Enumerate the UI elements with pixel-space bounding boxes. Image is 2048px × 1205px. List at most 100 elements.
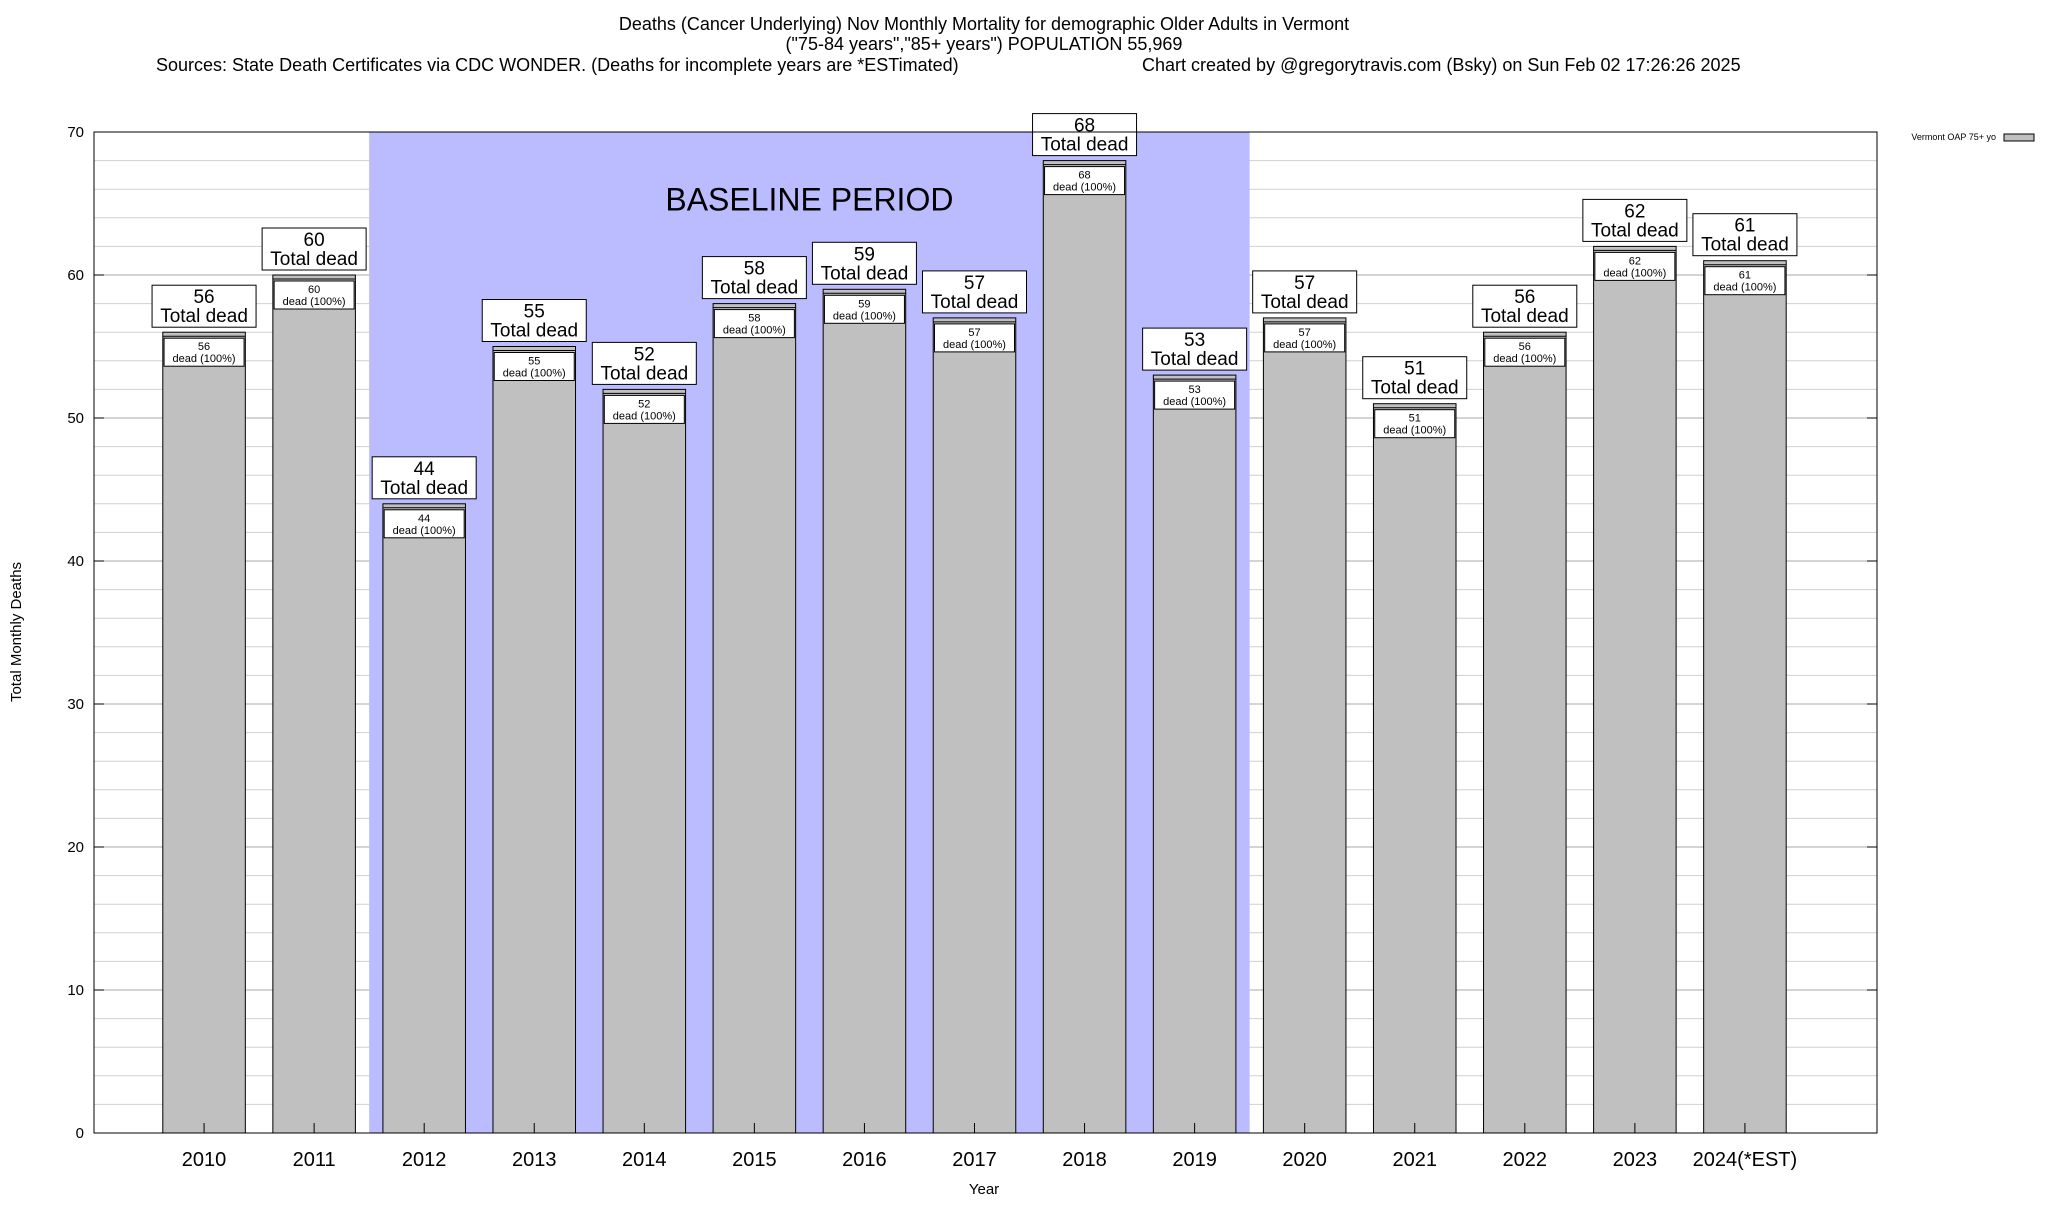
bar-inner-value: 58 (748, 313, 760, 325)
y-axis-ticks: 0 10 20 30 40 50 60 70 (67, 124, 1877, 1142)
x-tick-label: 2011 (293, 1149, 336, 1171)
y-tick-label: 10 (67, 982, 84, 999)
bar-total-value: 62 (1624, 201, 1645, 222)
bar (1152, 374, 1237, 1134)
x-tick-label: 2024(*EST) (1693, 1149, 1798, 1171)
bar-total-text: Total dead (1151, 349, 1239, 370)
bar-total-text: Total dead (1591, 220, 1679, 241)
bar-total-value: 55 (524, 302, 545, 323)
bar-inner-percent: dead (100%) (1493, 353, 1556, 365)
bar-inner-label-box (163, 337, 245, 367)
bar-total-label-box (811, 241, 917, 285)
bar-inner-percent: dead (100%) (1053, 182, 1116, 194)
bar-inner-label-box (1044, 166, 1126, 196)
bar (712, 303, 797, 1134)
bar-inner-percent: dead (100%) (283, 296, 346, 308)
bar-total-value: 58 (744, 259, 765, 280)
bar-total-label-box (261, 227, 367, 271)
bar-inner-label-box (493, 352, 575, 381)
baseline-period-label: BASELINE PERIOD (665, 182, 953, 218)
x-tick-label: 2020 (1282, 1149, 1327, 1171)
bar-total-text: Total dead (1701, 235, 1789, 256)
bar-inner-percent: dead (100%) (613, 410, 676, 422)
legend: Vermont OAP 75+ yo (1911, 132, 2035, 142)
bar (382, 503, 466, 1134)
y-tick-label: 70 (67, 124, 84, 141)
bar-inner-value: 68 (1078, 170, 1090, 182)
bar-inner-label-box (273, 280, 355, 310)
bar-total-value: 44 (414, 459, 436, 480)
y-tick-label: 20 (67, 839, 84, 856)
bar-inner-value: 57 (1299, 327, 1311, 339)
bar-total-text: Total dead (270, 249, 358, 270)
bar-inner-label-box (1704, 266, 1786, 296)
bar-total-value: 57 (1294, 273, 1315, 294)
bar-inner-percent: dead (100%) (503, 368, 566, 380)
bar-total-text: Total dead (711, 278, 799, 299)
bar-total-label-box (1142, 327, 1248, 371)
chart-title-line-2: ("75-84 years","85+ years") POPULATION 5… (786, 34, 1183, 54)
bar-total-text: Total dead (1481, 306, 1569, 327)
y-axis-label: Total Monthly Deaths (8, 562, 25, 702)
bar-inner-label-box (713, 309, 795, 339)
x-tick-label: 2022 (1503, 1149, 1548, 1171)
x-tick-label: 2014 (622, 1149, 667, 1171)
bar (1042, 160, 1127, 1134)
x-tick-label: 2012 (402, 1149, 447, 1171)
bar-total-label-box (1252, 270, 1358, 314)
bar-total-label-box (701, 256, 807, 300)
bar-inner-percent: dead (100%) (173, 353, 236, 365)
bar-total-label-box (591, 341, 697, 385)
bar-total-value: 53 (1184, 330, 1205, 351)
x-tick-label: 2019 (1172, 1149, 1217, 1171)
bar-total-label-box (1472, 284, 1578, 328)
bar-inner-percent: dead (100%) (1603, 267, 1666, 279)
bar-inner-percent: dead (100%) (1273, 339, 1336, 351)
bar-total-value: 68 (1074, 116, 1095, 137)
x-axis-label: Year (969, 1181, 999, 1198)
bar (1372, 403, 1457, 1134)
bar-inner-value: 52 (638, 398, 650, 410)
x-tick-label: 2023 (1613, 1149, 1658, 1171)
y-tick-label: 40 (67, 553, 84, 570)
bar-total-label-box (921, 270, 1027, 314)
y-tick-label: 30 (67, 696, 84, 713)
bar (1703, 260, 1787, 1134)
bar-total-label-box (371, 456, 477, 500)
x-axis-ticks: 2010 2011 2012 2013 2014 2015 2016 2017 2018 2019… (182, 1123, 1797, 1171)
legend-swatch (2003, 133, 2035, 142)
bar-inner-label-box (603, 394, 685, 424)
bar-total-label-box (481, 299, 587, 342)
bar-total-text: Total dead (1371, 378, 1459, 399)
bar (1262, 317, 1347, 1134)
bar-inner-value: 61 (1739, 270, 1751, 282)
bar-total-value: 60 (304, 230, 325, 251)
bar (602, 388, 687, 1134)
bar-total-label-box (151, 284, 257, 328)
bar-inner-value: 56 (198, 341, 210, 353)
bar-inner-label-box (1264, 323, 1346, 353)
chart-credit: Chart created by @gregorytravis.com (Bsk… (1142, 55, 1741, 75)
bar-inner-value: 51 (1409, 413, 1421, 425)
x-tick-label: 2018 (1062, 1149, 1107, 1171)
bar-inner-value: 55 (528, 356, 540, 368)
chart-sources: Sources: State Death Certificates via CD… (156, 55, 959, 75)
bar-total-value: 52 (634, 344, 655, 365)
bar-inner-label-box (383, 509, 465, 539)
bar-total-value: 51 (1404, 359, 1425, 380)
bar-total-value: 56 (1514, 287, 1535, 308)
bar-total-label-box (1692, 213, 1798, 257)
bar-inner-value: 62 (1629, 255, 1641, 267)
bar-inner-label-box (1484, 337, 1566, 367)
bar (162, 331, 246, 1134)
bar-inner-percent: dead (100%) (1713, 282, 1776, 294)
bar (272, 274, 356, 1134)
bar-total-text: Total dead (490, 321, 578, 342)
bar-inner-label-box (1154, 380, 1236, 410)
bar-inner-percent: dead (100%) (723, 325, 786, 337)
bar-inner-percent: dead (100%) (833, 310, 896, 322)
bar (932, 317, 1017, 1134)
